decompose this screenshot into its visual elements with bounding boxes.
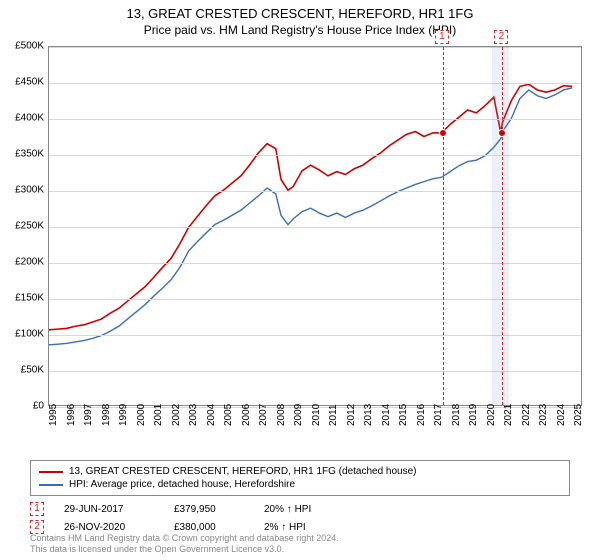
x-tick-label: 2018 bbox=[451, 404, 462, 426]
footer-line: This data is licensed under the Open Gov… bbox=[30, 544, 339, 556]
legend-item: 13, GREAT CRESTED CRESCENT, HEREFORD, HR… bbox=[39, 465, 561, 478]
sale-row: 1 29-JUN-2017 £379,950 20% ↑ HPI bbox=[30, 502, 311, 516]
x-tick-label: 2012 bbox=[346, 404, 357, 426]
x-tick-label: 2019 bbox=[468, 404, 479, 426]
legend-label: HPI: Average price, detached house, Here… bbox=[69, 479, 295, 490]
x-tick-label: 2025 bbox=[573, 404, 584, 426]
x-tick-label: 2016 bbox=[416, 404, 427, 426]
x-tick-label: 2001 bbox=[153, 404, 164, 426]
x-tick-label: 2010 bbox=[311, 404, 322, 426]
x-tick-label: 2009 bbox=[293, 404, 304, 426]
x-tick-label: 2015 bbox=[398, 404, 409, 426]
x-tick-label: 2005 bbox=[223, 404, 234, 426]
x-tick-label: 2004 bbox=[206, 404, 217, 426]
x-tick-label: 1995 bbox=[48, 404, 59, 426]
legend-swatch bbox=[39, 471, 63, 473]
x-tick-label: 2002 bbox=[171, 404, 182, 426]
y-tick-label: £250K bbox=[15, 221, 44, 232]
shade-band bbox=[492, 47, 510, 405]
x-tick-label: 2022 bbox=[521, 404, 532, 426]
page-subtitle: Price paid vs. HM Land Registry's House … bbox=[0, 23, 600, 37]
x-tick-label: 2008 bbox=[276, 404, 287, 426]
y-tick-label: £400K bbox=[15, 113, 44, 124]
title-block: 13, GREAT CRESTED CRESCENT, HEREFORD, HR… bbox=[0, 0, 600, 37]
footer-attribution: Contains HM Land Registry data © Crown c… bbox=[30, 533, 339, 556]
sale-price: £380,000 bbox=[174, 522, 244, 533]
x-tick-label: 2013 bbox=[363, 404, 374, 426]
chart-container: 13, GREAT CRESTED CRESCENT, HEREFORD, HR… bbox=[0, 0, 600, 560]
x-tick-label: 1997 bbox=[83, 404, 94, 426]
x-tick-label: 2014 bbox=[381, 404, 392, 426]
y-tick-label: £50K bbox=[21, 365, 44, 376]
sale-price: £379,950 bbox=[174, 504, 244, 515]
sale-delta: 20% ↑ HPI bbox=[264, 504, 311, 515]
event-vline bbox=[443, 47, 444, 405]
footer-line: Contains HM Land Registry data © Crown c… bbox=[30, 533, 339, 545]
x-tick-label: 2017 bbox=[433, 404, 444, 426]
sale-date: 29-JUN-2017 bbox=[64, 504, 154, 515]
sale-dot bbox=[498, 129, 506, 137]
y-tick-label: £450K bbox=[15, 77, 44, 88]
sale-date: 26-NOV-2020 bbox=[64, 522, 154, 533]
y-tick-label: £100K bbox=[15, 329, 44, 340]
page-title: 13, GREAT CRESTED CRESCENT, HEREFORD, HR… bbox=[0, 6, 600, 21]
chart-plot-area bbox=[48, 46, 582, 406]
sale-delta: 2% ↑ HPI bbox=[264, 522, 306, 533]
legend-label: 13, GREAT CRESTED CRESCENT, HEREFORD, HR… bbox=[69, 466, 417, 477]
x-tick-label: 1999 bbox=[118, 404, 129, 426]
sale-marker-icon: 1 bbox=[30, 502, 44, 516]
x-tick-label: 2021 bbox=[503, 404, 514, 426]
x-tick-label: 2006 bbox=[241, 404, 252, 426]
y-tick-label: £350K bbox=[15, 149, 44, 160]
y-tick-label: £150K bbox=[15, 293, 44, 304]
x-tick-label: 1998 bbox=[101, 404, 112, 426]
sale-dot bbox=[439, 129, 447, 137]
y-tick-label: £300K bbox=[15, 185, 44, 196]
x-tick-label: 2000 bbox=[136, 404, 147, 426]
event-marker-icon: 2 bbox=[494, 30, 508, 44]
legend-swatch bbox=[39, 484, 63, 486]
y-tick-label: £0 bbox=[33, 401, 44, 412]
x-tick-label: 2003 bbox=[188, 404, 199, 426]
x-tick-label: 2020 bbox=[486, 404, 497, 426]
x-tick-label: 1996 bbox=[66, 404, 77, 426]
x-tick-label: 2011 bbox=[328, 404, 339, 426]
y-tick-label: £500K bbox=[15, 41, 44, 52]
x-tick-label: 2023 bbox=[538, 404, 549, 426]
y-tick-label: £200K bbox=[15, 257, 44, 268]
event-vline bbox=[502, 47, 503, 405]
legend-item: HPI: Average price, detached house, Here… bbox=[39, 478, 561, 491]
x-tick-label: 2024 bbox=[556, 404, 567, 426]
event-marker-icon: 1 bbox=[435, 30, 449, 44]
x-tick-label: 2007 bbox=[258, 404, 269, 426]
legend-box: 13, GREAT CRESTED CRESCENT, HEREFORD, HR… bbox=[30, 460, 570, 496]
